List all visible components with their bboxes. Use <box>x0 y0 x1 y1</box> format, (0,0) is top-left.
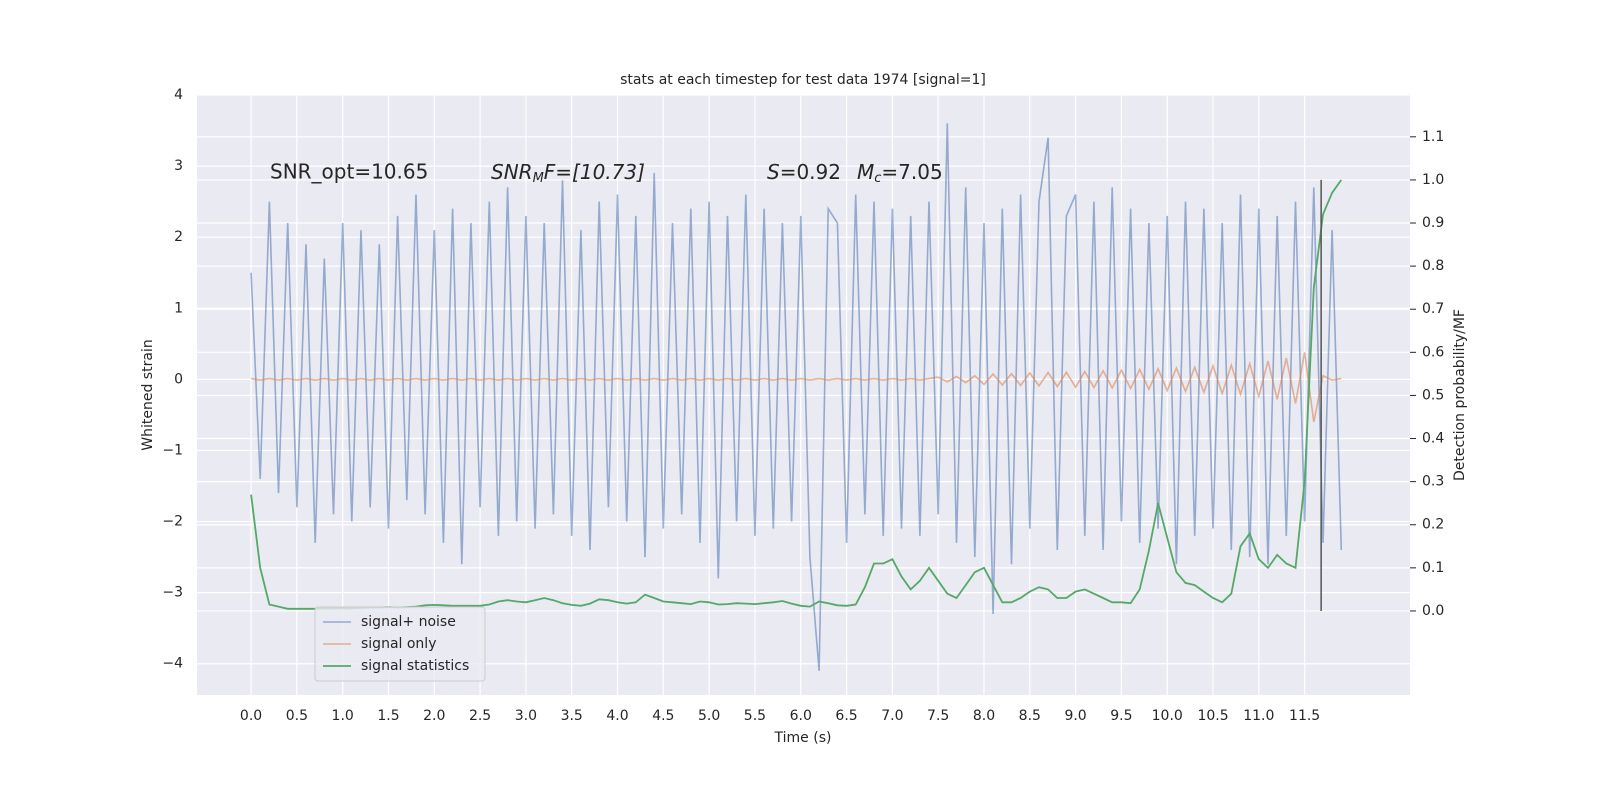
annotation-part: S <box>767 160 780 184</box>
x-tick-label: 9.5 <box>1110 708 1132 724</box>
y-tick-label: 4 <box>174 87 183 103</box>
annotation: SNR_opt=10.65 <box>270 160 428 184</box>
y-tick-label: 1 <box>174 300 183 316</box>
y2-tick-label: 1.0 <box>1422 172 1444 188</box>
y2-tick-label: 0.7 <box>1422 301 1444 317</box>
x-tick-label: 4.0 <box>606 708 628 724</box>
series-line <box>250 179 1343 610</box>
legend-label: signal only <box>361 636 436 652</box>
annotation-part: =7.05 <box>881 160 942 184</box>
y-tick-label: −2 <box>162 514 183 530</box>
legend-label: signal+ noise <box>361 614 456 630</box>
x-tick-label: 3.5 <box>561 708 583 724</box>
annotation: SNRMF=[10.73] <box>491 160 645 186</box>
y2-tick-label: 0.6 <box>1422 344 1444 360</box>
annotation-part: M <box>533 171 544 186</box>
x-tick-label: 2.0 <box>423 708 445 724</box>
y2-tick-label: 0.9 <box>1422 215 1444 231</box>
chart-title: stats at each timestep for test data 197… <box>620 72 986 88</box>
x-tick-label: 4.5 <box>652 708 674 724</box>
x-tick-label: 5.0 <box>698 708 720 724</box>
y-tick-label: 0 <box>174 371 183 387</box>
legend: signal+ noise signal only signal statistic… <box>314 606 486 682</box>
y2-axis-label: Detection probability/MF <box>1452 309 1468 481</box>
annotation-part: SNR <box>491 160 533 184</box>
x-tick-label: 7.5 <box>927 708 949 724</box>
annotation-part: =0.92 <box>780 160 841 184</box>
y-tick-label: −1 <box>162 442 183 458</box>
y2-tick-label: 0.3 <box>1422 474 1444 490</box>
x-tick-label: 1.5 <box>377 708 399 724</box>
x-tick-label: 0.5 <box>286 708 308 724</box>
x-tick-label: 7.0 <box>881 708 903 724</box>
x-tick-label: 8.0 <box>973 708 995 724</box>
x-tick-label: 8.5 <box>1019 708 1041 724</box>
x-tick-label: 6.5 <box>835 708 857 724</box>
x-tick-label: 6.0 <box>790 708 812 724</box>
annotation-part: c <box>874 171 881 186</box>
y-tick-label: 3 <box>174 158 183 174</box>
y2-tick-label: 0.5 <box>1422 387 1444 403</box>
x-tick-label: 3.0 <box>515 708 537 724</box>
series-line <box>250 352 1342 423</box>
legend-box <box>314 606 486 682</box>
y-axis-label: Whitened strain <box>140 339 156 450</box>
y2-tick-label: 0.2 <box>1422 517 1444 533</box>
x-tick-label: 9.0 <box>1064 708 1086 724</box>
y2-tick-label: 0.0 <box>1422 603 1444 619</box>
y-tick-label: 2 <box>174 229 183 245</box>
x-tick-label: 2.5 <box>469 708 491 724</box>
x-tick-label: 10.5 <box>1197 708 1228 724</box>
annotation-part: F=[10.73] <box>544 160 645 184</box>
y2-tick-label: 0.4 <box>1422 431 1444 447</box>
annotation: S=0.92 Mc=7.05 <box>767 160 943 186</box>
y2-tick-label: 1.1 <box>1422 129 1444 145</box>
x-tick-label: 1.0 <box>332 708 354 724</box>
x-tick-label: 0.0 <box>240 708 262 724</box>
x-tick-label: 11.5 <box>1289 708 1320 724</box>
x-tick-label: 11.0 <box>1243 708 1274 724</box>
x-tick-label: 10.0 <box>1152 708 1183 724</box>
x-axis-label: Time (s) <box>774 730 832 746</box>
annotation-part: M <box>857 160 874 184</box>
y-tick-label: −3 <box>162 585 183 601</box>
y2-tick-label: 0.1 <box>1422 560 1444 576</box>
y2-tick-label: 0.8 <box>1422 258 1444 274</box>
legend-label: signal statistics <box>361 658 469 674</box>
marks <box>250 123 1343 671</box>
y-tick-label: −4 <box>162 656 183 672</box>
x-tick-label: 5.5 <box>744 708 766 724</box>
series-line <box>250 123 1343 671</box>
